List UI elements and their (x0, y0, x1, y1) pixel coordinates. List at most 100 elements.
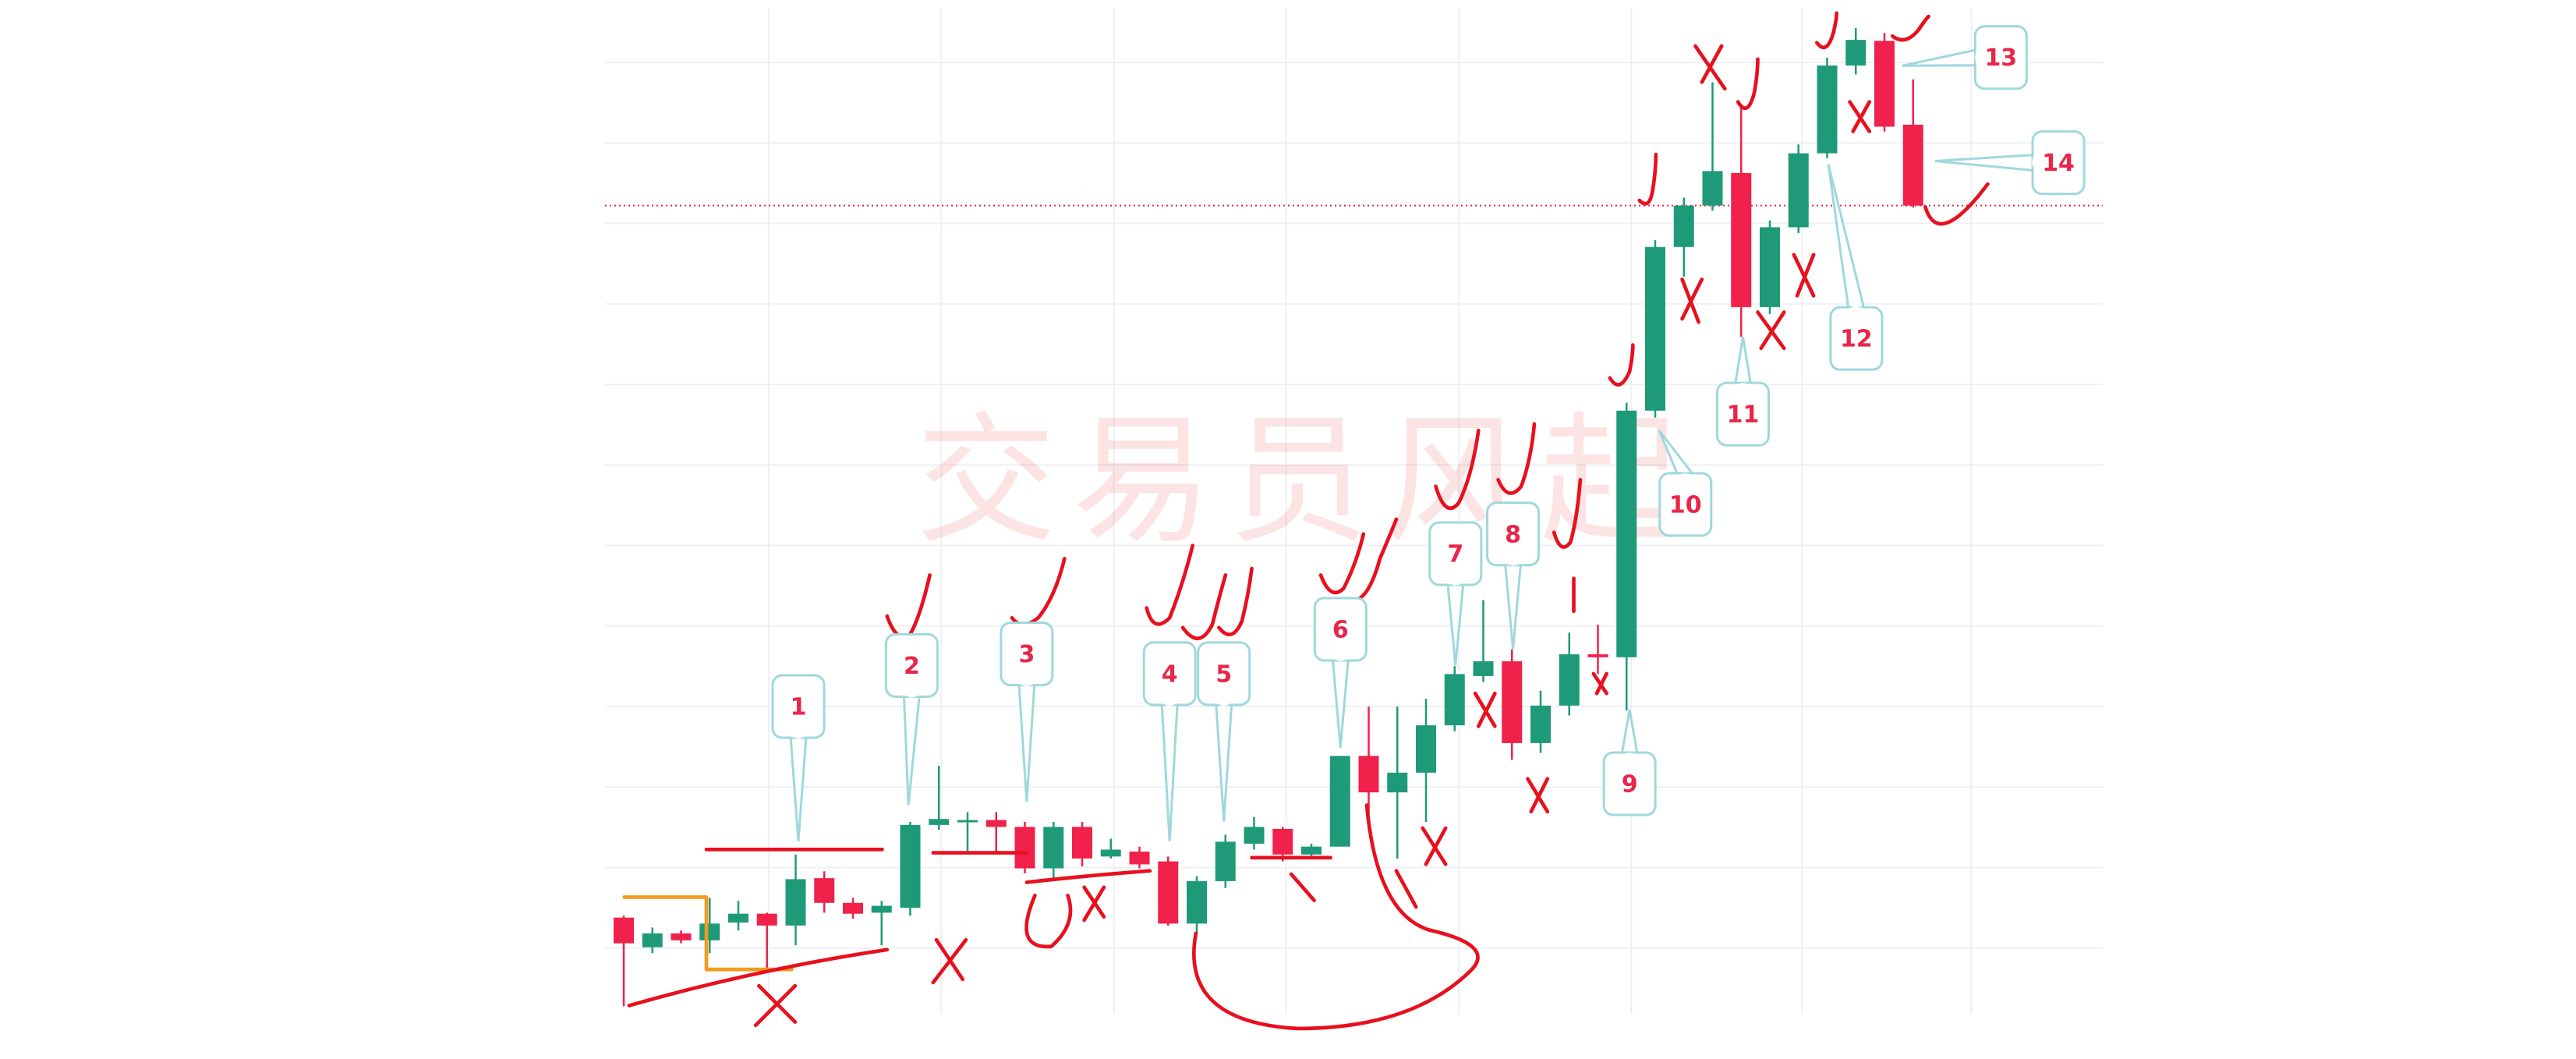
candle-body (843, 902, 863, 914)
loop (1192, 803, 1480, 1031)
candle-body (1673, 205, 1694, 247)
candle-body (1530, 705, 1551, 743)
callout-pointer (1160, 702, 1179, 841)
candle-body (1502, 661, 1523, 743)
candle-body (1329, 756, 1350, 847)
callout-label: 2 (904, 653, 920, 680)
callout: 9 (1602, 709, 1657, 816)
callout-joint (1332, 658, 1349, 662)
callout: 5 (1197, 641, 1251, 822)
callout-label: 7 (1447, 541, 1463, 568)
candle-body (1358, 756, 1379, 793)
callout-joint (1215, 703, 1232, 707)
callout: 14 (1934, 130, 2086, 196)
callout-pointer (1620, 709, 1639, 756)
candle-body (642, 933, 663, 947)
candle-body (900, 824, 921, 908)
callout-pointer (1902, 48, 1978, 67)
support-line (627, 947, 890, 1008)
candle-body (1473, 661, 1494, 676)
callout: 4 (1142, 641, 1197, 841)
callout-pointer (1934, 153, 2036, 172)
callout-joint (791, 736, 807, 739)
candle-body (814, 878, 835, 903)
squiggle (1024, 885, 1106, 949)
candle-body (671, 933, 692, 940)
candle-body (1187, 880, 1207, 924)
callout-joint (1505, 563, 1521, 566)
callout-label: 6 (1332, 616, 1349, 643)
candle-body (1387, 772, 1408, 793)
candle-body (614, 917, 634, 944)
callout-pointer (1017, 682, 1036, 802)
callout-joint (1018, 683, 1035, 687)
callout: 6 (1313, 597, 1368, 748)
candle-body (1559, 654, 1580, 706)
callout-pointer (1446, 582, 1465, 666)
callout-label: 12 (1840, 326, 1873, 353)
callout-joint (1735, 382, 1751, 384)
candle-body (1444, 674, 1465, 726)
callout-label: 5 (1215, 661, 1232, 688)
callout-joint (1974, 49, 1977, 66)
callout-joint (2031, 154, 2035, 171)
candle-body (985, 820, 1007, 827)
callout-joint (1622, 753, 1638, 755)
callout: 12 (1827, 164, 1884, 371)
candle-body (1043, 827, 1064, 869)
callout-box (1602, 751, 1657, 816)
callout: 1 (771, 674, 826, 841)
candle-body (957, 820, 978, 823)
candle-body (699, 923, 720, 940)
callout: 3 (1000, 622, 1054, 802)
candle-body (1158, 861, 1179, 924)
callout-joint (1447, 583, 1463, 586)
callout-label: 1 (791, 694, 807, 721)
callout-label: 11 (1727, 401, 1760, 428)
callout-box (1716, 381, 1771, 447)
candle-body (785, 879, 806, 926)
candle-body (1301, 846, 1322, 855)
candle-body (1760, 227, 1780, 307)
callout-joint (1677, 473, 1693, 475)
candle-body (1272, 828, 1293, 855)
callout-pointer (902, 693, 922, 806)
callout-box (1658, 472, 1713, 537)
callout-label: 4 (1162, 661, 1178, 688)
candle-body (1788, 153, 1809, 228)
callout-pointer (1331, 657, 1350, 748)
x-marks (753, 44, 1872, 1028)
callout-label: 14 (2042, 150, 2075, 177)
candle-body (1702, 171, 1723, 206)
callout-pointer (1827, 164, 1866, 310)
callout: 10 (1658, 430, 1713, 537)
candle-body (1014, 827, 1035, 869)
callout-pointer (1503, 562, 1523, 650)
callout: 13 (1902, 25, 2028, 90)
callout: 7 (1428, 521, 1483, 666)
curve (1923, 182, 1990, 226)
callout: 11 (1716, 336, 1771, 447)
candle-body (756, 913, 777, 926)
candle-body (1244, 827, 1265, 844)
candle-body (1215, 841, 1236, 881)
candle-body (1129, 852, 1150, 865)
callout-pointer (1733, 336, 1753, 386)
level-lines (704, 848, 1332, 884)
callout: 8 (1486, 501, 1541, 650)
candle-body (1874, 41, 1895, 127)
watermark: 交易员风起 (916, 400, 1696, 563)
callout-pointer (1215, 702, 1233, 822)
candle-body (1845, 40, 1867, 66)
candle-body (929, 819, 950, 825)
candle-body (1902, 124, 1923, 206)
callout-joint (904, 695, 920, 698)
candle-body (728, 913, 748, 923)
callout-joint (1848, 305, 1864, 310)
candle-body (1072, 827, 1092, 859)
candle-body (1416, 725, 1436, 773)
callout-label: 8 (1505, 521, 1521, 548)
candle-body (1731, 172, 1752, 307)
